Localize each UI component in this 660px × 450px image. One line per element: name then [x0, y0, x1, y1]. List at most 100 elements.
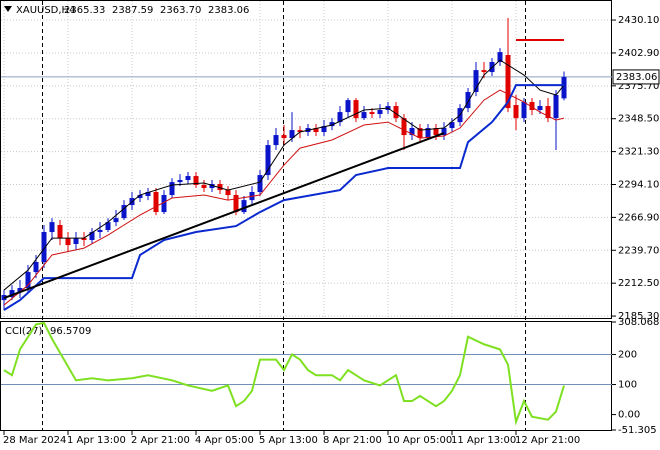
- candle-body: [481, 70, 487, 73]
- y-tick-label: 100: [618, 380, 637, 391]
- candle-body: [137, 195, 143, 199]
- candle-body: [89, 232, 95, 241]
- last-price-label: 2383.06: [616, 72, 657, 83]
- day-separators: [42, 1, 526, 430]
- y-tick-label: -51.305: [618, 425, 657, 436]
- candle-body: [25, 272, 31, 289]
- candle-body: [521, 102, 527, 119]
- candle-body: [105, 222, 111, 230]
- candle-body: [185, 176, 191, 181]
- cci-title: CCI(27): [5, 326, 43, 337]
- y-tick-label: 2321.30: [618, 147, 659, 158]
- menu-arrow[interactable]: [4, 6, 12, 12]
- overlay-line: [3, 59, 565, 291]
- candle-body: [57, 225, 63, 239]
- candle-body: [113, 218, 119, 223]
- overlay-line: [3, 89, 565, 306]
- candle-body: [441, 128, 447, 136]
- candle-body: [241, 200, 247, 213]
- candle-body: [265, 145, 271, 176]
- x-tick-label: 11 Apr 13:00: [451, 435, 516, 446]
- candle-body: [233, 195, 239, 213]
- candle-body: [393, 106, 399, 119]
- candle-body: [193, 176, 199, 185]
- candle-body: [473, 70, 479, 92]
- candle-body: [169, 182, 175, 196]
- y-tick-label: 2375.70: [618, 81, 659, 92]
- x-tick-label: 1 Apr 13:00: [67, 435, 126, 446]
- x-tick-label: 28 Mar 2024: [3, 435, 66, 446]
- y-tick-label: 308.0683: [618, 317, 660, 328]
- candle-body: [121, 205, 127, 219]
- candle-body: [465, 91, 471, 109]
- candle-body: [537, 106, 543, 111]
- x-tick-label: 4 Apr 05:00: [195, 435, 254, 446]
- y-tick-label: 2266.90: [618, 212, 659, 223]
- quote-close: 2383.06: [208, 5, 249, 16]
- y-tick-label: 2212.50: [618, 278, 659, 289]
- overlay-line: [3, 132, 445, 299]
- y-tick-label: 2348.50: [618, 114, 659, 125]
- candle-body: [209, 184, 215, 189]
- candle-body: [201, 184, 207, 189]
- x-tick-label: 2 Apr 21:00: [131, 435, 190, 446]
- symbol-title: XAUUSD,H4: [16, 5, 75, 16]
- candle-body: [9, 290, 15, 298]
- quote-low: 2363.70: [160, 5, 201, 16]
- candle-body: [401, 118, 407, 136]
- y-tick-label: 2430.10: [618, 15, 659, 26]
- candle-body: [329, 122, 335, 127]
- y-tick-label: 200: [618, 349, 637, 360]
- candle-body: [449, 122, 455, 129]
- candle-body: [313, 128, 319, 133]
- candle-body: [217, 184, 223, 191]
- candle-body: [257, 175, 263, 192]
- candle-body: [297, 130, 303, 133]
- candle-body: [321, 126, 327, 133]
- candle-body: [553, 95, 559, 119]
- candle-body: [49, 222, 55, 233]
- candle-body: [145, 192, 151, 196]
- x-tick-label: 12 Apr 21:00: [515, 435, 580, 446]
- candle-body: [289, 130, 295, 139]
- candle-body: [153, 192, 159, 213]
- candle-body: [369, 112, 375, 115]
- candle-body: [281, 135, 287, 139]
- candle-body: [273, 135, 279, 146]
- quote-open: 2365.33: [64, 5, 105, 16]
- x-tick-label: 5 Apr 13:00: [259, 435, 318, 446]
- candle-body: [417, 128, 423, 139]
- y-tick-label: 2185.30: [618, 311, 659, 322]
- x-tick-label: 10 Apr 05:00: [387, 435, 452, 446]
- candle-body: [513, 105, 519, 119]
- candle-body: [81, 238, 87, 241]
- candle-body: [529, 102, 535, 111]
- candle-body: [353, 100, 359, 119]
- y-tick-label: 0.00: [618, 410, 640, 421]
- overlay-line: [3, 84, 564, 311]
- candle-body: [41, 232, 47, 263]
- candle-body: [497, 52, 503, 63]
- candle-body: [433, 128, 439, 136]
- candle-body: [337, 112, 343, 123]
- candle-body: [505, 54, 511, 109]
- y-tick-label: 2402.90: [618, 48, 659, 59]
- candle-body: [65, 238, 71, 246]
- candle-body: [425, 128, 431, 139]
- candle-body: [17, 288, 23, 293]
- candle-body: [561, 76, 567, 99]
- candle-body: [177, 180, 183, 183]
- candle-body: [97, 229, 103, 233]
- last-price-box: [612, 69, 660, 85]
- y-tick-label: 2294.10: [618, 180, 659, 191]
- quote-high: 2387.59: [112, 5, 153, 16]
- candle-body: [361, 112, 367, 119]
- candle-body: [161, 195, 167, 213]
- main-panel: [0, 0, 612, 319]
- y-tick-label: 2239.70: [618, 245, 659, 256]
- candle-body: [345, 100, 351, 113]
- candle-body: [225, 190, 231, 196]
- x-tick-label: 8 Apr 21:00: [323, 435, 382, 446]
